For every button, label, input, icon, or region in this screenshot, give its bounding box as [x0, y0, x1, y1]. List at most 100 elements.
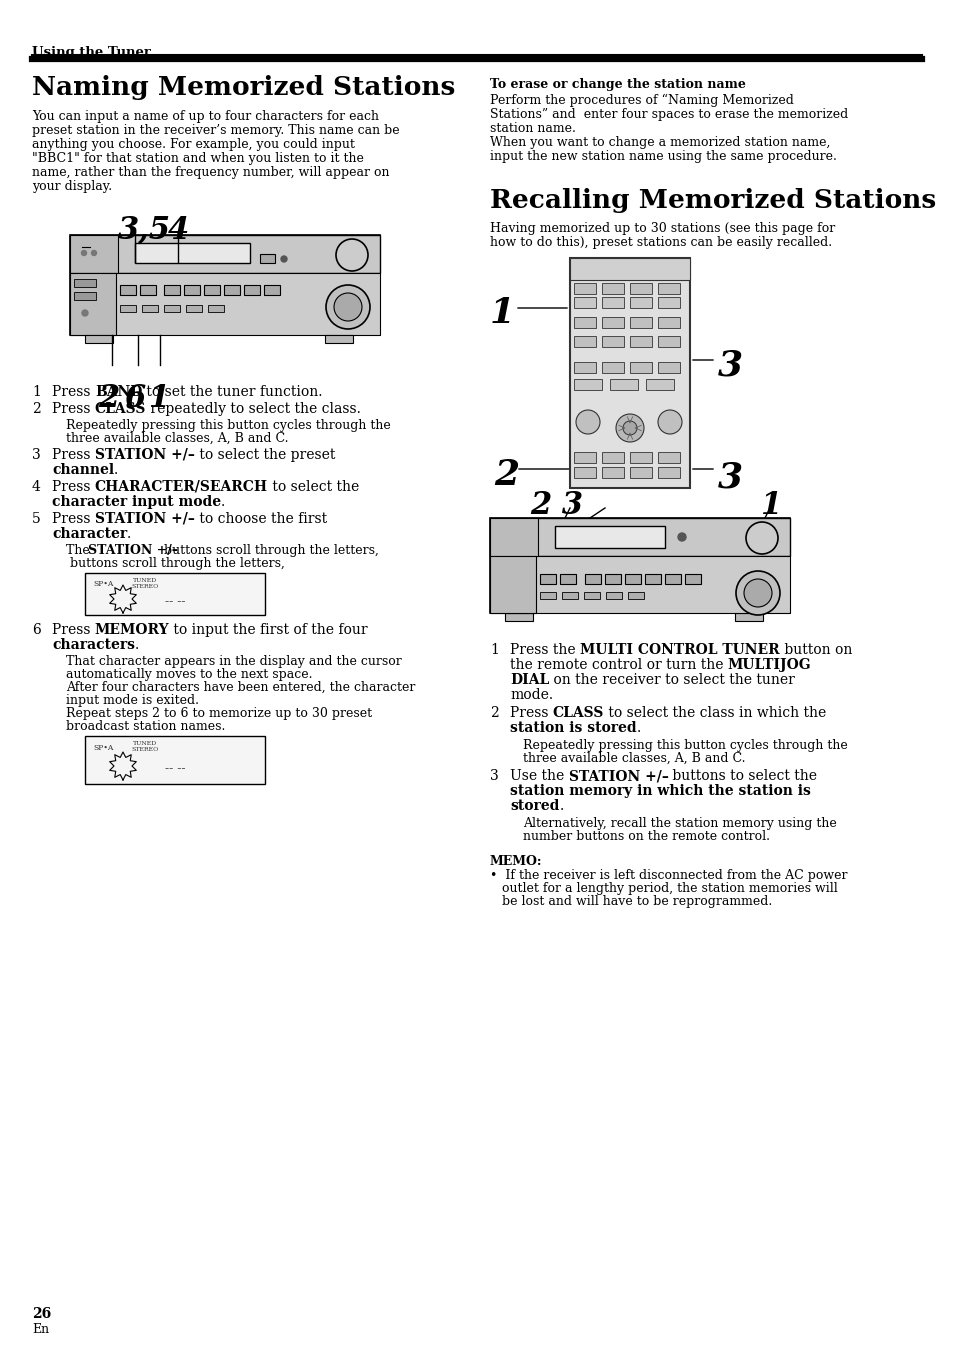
Text: preset station in the receiver’s memory. This name can be: preset station in the receiver’s memory.…	[32, 124, 399, 137]
Text: 6: 6	[32, 623, 41, 638]
Text: STATION +/–: STATION +/–	[94, 448, 194, 462]
Bar	[601, 297, 623, 307]
Text: After four characters have been entered, the character: After four characters have been entered,…	[66, 681, 415, 694]
Text: MEMORY: MEMORY	[94, 623, 170, 638]
Bar	[627, 592, 643, 599]
Text: number buttons on the remote control.: number buttons on the remote control.	[522, 830, 769, 842]
Circle shape	[735, 572, 780, 615]
Text: to select the: to select the	[268, 480, 358, 493]
Text: button on: button on	[779, 643, 851, 656]
Text: Naming Memorized Stations: Naming Memorized Stations	[32, 75, 455, 100]
Text: That character appears in the display and the cursor: That character appears in the display an…	[66, 655, 401, 669]
Bar	[490, 555, 789, 613]
Text: 3: 3	[718, 460, 742, 493]
Text: BAND: BAND	[94, 386, 142, 399]
Text: how to do this), preset stations can be easily recalled.: how to do this), preset stations can be …	[490, 236, 831, 249]
Bar	[490, 555, 536, 613]
Text: station is stored: station is stored	[510, 721, 636, 735]
Bar	[561, 592, 578, 599]
Text: your display.: your display.	[32, 181, 112, 193]
Bar	[260, 253, 274, 263]
Bar	[490, 518, 789, 555]
Text: buttons scroll through the letters,: buttons scroll through the letters,	[66, 557, 285, 570]
Text: DIAL: DIAL	[510, 673, 549, 687]
Circle shape	[678, 532, 685, 541]
Bar	[74, 293, 96, 301]
Text: CHARACTER/SEARCH: CHARACTER/SEARCH	[94, 480, 268, 493]
Text: 3: 3	[718, 348, 742, 381]
Text: CHANNEL   – EFFECT+: CHANNEL – EFFECT+	[573, 361, 621, 365]
Text: station memory in which the station is: station memory in which the station is	[510, 785, 810, 798]
Circle shape	[281, 256, 287, 262]
Text: three available classes, A, B and C.: three available classes, A, B and C.	[66, 431, 288, 445]
Text: name, rather than the frequency number, will appear on: name, rather than the frequency number, …	[32, 166, 389, 179]
Bar	[85, 336, 112, 342]
Bar	[601, 317, 623, 328]
Text: TUNER: TUNER	[599, 301, 616, 305]
Bar	[658, 336, 679, 346]
Bar	[70, 274, 116, 336]
Text: .: .	[135, 638, 139, 652]
Bar	[120, 305, 136, 311]
Text: outlet for a lengthy period, the station memories will: outlet for a lengthy period, the station…	[490, 882, 837, 895]
Bar	[604, 574, 620, 584]
Bar	[142, 305, 158, 311]
Text: MEMO:: MEMO:	[490, 855, 542, 868]
Text: To erase or change the station name: To erase or change the station name	[490, 78, 745, 92]
Bar	[658, 317, 679, 328]
Text: RECEIVER: RECEIVER	[575, 301, 598, 305]
Text: station name.: station name.	[490, 123, 576, 135]
Text: character input mode: character input mode	[52, 495, 221, 510]
Circle shape	[658, 410, 681, 434]
Bar	[574, 466, 596, 479]
Bar	[574, 452, 596, 462]
Bar	[574, 363, 596, 373]
Text: CHANNEL    INPUT    AT+    SIGNAL: CHANNEL INPUT AT+ SIGNAL	[573, 333, 647, 337]
Text: Press: Press	[52, 512, 94, 526]
Text: STATION +/–: STATION +/–	[88, 545, 178, 557]
Bar	[569, 257, 689, 280]
Text: 3,5: 3,5	[118, 214, 171, 245]
Bar	[264, 284, 280, 295]
Text: DVD/LD TV/SAT VCR/DVR  CD: DVD/LD TV/SAT VCR/DVR CD	[575, 262, 649, 267]
Text: En: En	[32, 1322, 49, 1336]
Text: TUNED: TUNED	[132, 578, 157, 582]
Text: mode.: mode.	[510, 687, 553, 702]
Text: TUNED: TUNED	[132, 741, 157, 745]
Circle shape	[576, 410, 599, 434]
Text: Press: Press	[52, 480, 94, 493]
Bar	[539, 592, 556, 599]
Text: to select the class in which the: to select the class in which the	[603, 706, 825, 720]
Text: 2: 2	[494, 458, 518, 492]
Text: the remote control or turn the: the remote control or turn the	[510, 658, 727, 673]
Text: The: The	[66, 545, 93, 557]
Text: Using the Tuner: Using the Tuner	[32, 46, 151, 59]
Bar	[658, 297, 679, 307]
Bar	[645, 379, 673, 390]
Text: Press: Press	[52, 448, 94, 462]
Bar	[164, 284, 180, 295]
Bar	[624, 574, 640, 584]
Text: 3: 3	[32, 448, 41, 462]
Text: automatically moves to the next space.: automatically moves to the next space.	[66, 669, 313, 681]
Text: CLASS: CLASS	[553, 706, 603, 720]
Bar	[70, 235, 118, 274]
Text: •  If the receiver is left disconnected from the AC power: • If the receiver is left disconnected f…	[490, 869, 846, 882]
Bar	[569, 257, 689, 488]
Text: Press: Press	[52, 623, 94, 638]
Text: SELECT     TRIM: SELECT TRIM	[573, 337, 607, 341]
Text: You can input a name of up to four characters for each: You can input a name of up to four chara…	[32, 111, 378, 123]
Circle shape	[334, 293, 361, 321]
Bar	[574, 336, 596, 346]
Text: "BBC1" for that station and when you listen to it the: "BBC1" for that station and when you lis…	[32, 152, 363, 164]
Bar	[601, 466, 623, 479]
Text: TAPE/MD: TAPE/MD	[623, 301, 643, 305]
Bar	[555, 526, 664, 549]
Bar	[184, 284, 200, 295]
Text: MENU                  MAIN: MENU MAIN	[575, 438, 624, 442]
Text: Press the: Press the	[510, 643, 579, 656]
Text: SP•A: SP•A	[92, 580, 113, 588]
Text: -- --: -- --	[165, 594, 185, 608]
Circle shape	[81, 251, 87, 256]
Text: to input the first of the four: to input the first of the four	[170, 623, 368, 638]
